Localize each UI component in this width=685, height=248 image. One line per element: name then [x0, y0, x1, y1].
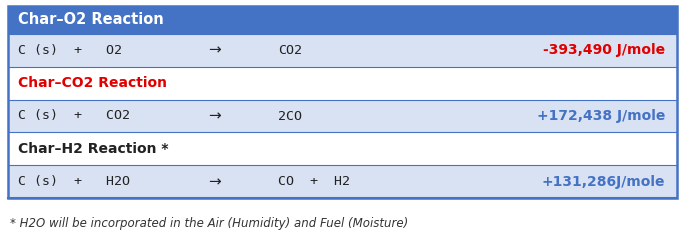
Text: C (s)  +   CO2: C (s) + CO2 [18, 110, 130, 123]
Text: C (s)  +   H2O: C (s) + H2O [18, 175, 130, 188]
Text: Char–CO2 Reaction: Char–CO2 Reaction [18, 76, 167, 90]
Text: Char–H2 Reaction *: Char–H2 Reaction * [18, 142, 169, 156]
Text: →: → [208, 43, 221, 58]
Text: →: → [208, 109, 221, 124]
Bar [8, 67, 677, 100]
Text: +172,438 J/mole: +172,438 J/mole [536, 109, 665, 123]
Bar [8, 34, 677, 67]
Bar [8, 132, 677, 165]
Bar [8, 165, 677, 198]
Text: +131,286J/mole: +131,286J/mole [542, 175, 665, 188]
Bar [8, 6, 677, 34]
Text: -393,490 J/mole: -393,490 J/mole [543, 43, 665, 57]
Bar [8, 6, 677, 198]
Text: CO2: CO2 [278, 44, 302, 57]
Text: 2CO: 2CO [278, 110, 302, 123]
Text: →: → [208, 174, 221, 189]
Bar [8, 100, 677, 132]
Text: CO  +  H2: CO + H2 [278, 175, 350, 188]
Text: * H2O will be incorporated in the Air (Humidity) and Fuel (Moisture): * H2O will be incorporated in the Air (H… [10, 217, 408, 230]
Text: C (s)  +   O2: C (s) + O2 [18, 44, 122, 57]
Text: Char–O2 Reaction: Char–O2 Reaction [18, 12, 164, 28]
